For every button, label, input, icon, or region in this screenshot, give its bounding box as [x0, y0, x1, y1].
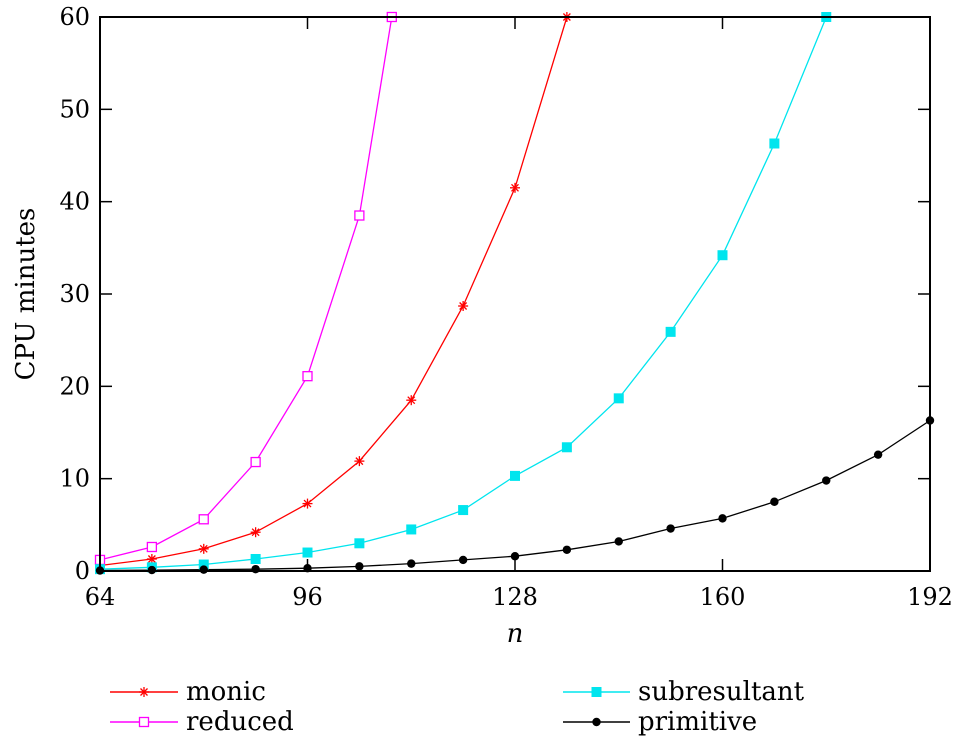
y-tick-label: 10: [59, 465, 90, 493]
primitive-data-point: [770, 497, 779, 506]
subresultant-data-point: [717, 250, 728, 261]
primitive-data-point: [510, 552, 520, 561]
monic-data-point: [458, 301, 469, 312]
plot-frame: [99, 16, 931, 572]
axis-layer: 64 96 128 160 192 0 10 20 30 40 50 60: [59, 3, 952, 611]
y-tick-label: 20: [59, 372, 90, 400]
legend-item-reduced: reduced: [110, 707, 294, 737]
reduced-data-point: [250, 456, 261, 468]
legend-item-monic: monic: [110, 677, 266, 707]
subresultant-data-point: [769, 138, 780, 149]
primitive-data-point: [458, 555, 468, 565]
x-tick-label: 192: [907, 583, 953, 611]
monic-data-point: [198, 543, 209, 554]
primitive-data-point: [614, 537, 623, 546]
monic-data-point: [354, 456, 365, 467]
x-tick-label: 128: [492, 583, 538, 611]
subresultant-data-point: [613, 393, 624, 404]
primitive-data-point: [199, 565, 208, 574]
x-tick-label: 64: [85, 583, 116, 611]
primitive-data-point: [718, 514, 727, 523]
y-tick-label: 60: [59, 3, 90, 31]
primitive-data-point: [822, 476, 831, 485]
primitive-data-point: [407, 559, 416, 568]
reduced-data-point: [198, 514, 209, 525]
reduced-data-point: [354, 210, 365, 221]
legend-marker: [139, 687, 149, 697]
marker-layer: [94, 11, 935, 575]
primitive-data-point: [562, 545, 572, 554]
legend-item-subresultant: subresultant: [563, 677, 805, 707]
legend-item-primitive: primitive: [563, 707, 757, 737]
legend-label: primitive: [638, 707, 757, 737]
legend-label: monic: [186, 677, 266, 707]
reduced-series-line: [100, 17, 393, 561]
y-tick-label: 40: [59, 188, 90, 216]
x-tick-label: 96: [292, 583, 323, 611]
monic-data-point: [302, 498, 313, 509]
x-tick-label: 160: [700, 583, 746, 611]
monic-data-point: [250, 527, 261, 538]
primitive-data-point: [666, 524, 675, 533]
subresultant-data-point: [665, 326, 676, 337]
primitive-data-point: [251, 564, 260, 574]
subresultant-data-point: [561, 442, 572, 453]
legend-label: reduced: [186, 707, 294, 737]
reduced-data-point: [302, 371, 313, 382]
subresultant-data-point: [510, 470, 520, 481]
legend-marker: [591, 687, 602, 697]
monic-data-point: [406, 395, 417, 406]
y-axis-title: CPU minutes: [11, 208, 41, 381]
legend-marker: [592, 717, 601, 727]
series-layer: [100, 17, 930, 571]
primitive-data-point: [873, 450, 883, 459]
y-tick-label: 30: [59, 280, 90, 308]
legend-marker: [138, 716, 150, 728]
legend-label: subresultant: [638, 677, 805, 707]
subresultant-data-point: [406, 524, 417, 535]
subresultant-data-point: [354, 538, 365, 549]
subresultant-data-point: [302, 547, 313, 558]
subresultant-series-line: [100, 17, 827, 570]
x-axis-title: n: [507, 619, 524, 649]
primitive-data-point: [355, 562, 364, 571]
monic-data-point: [510, 182, 520, 193]
reduced-data-point: [146, 541, 158, 553]
monic-series-line: [100, 17, 568, 567]
y-tick-label: 50: [59, 95, 90, 123]
subresultant-data-point: [458, 505, 469, 516]
y-tick-label: 0: [75, 557, 90, 585]
subresultant-data-point: [250, 553, 261, 564]
